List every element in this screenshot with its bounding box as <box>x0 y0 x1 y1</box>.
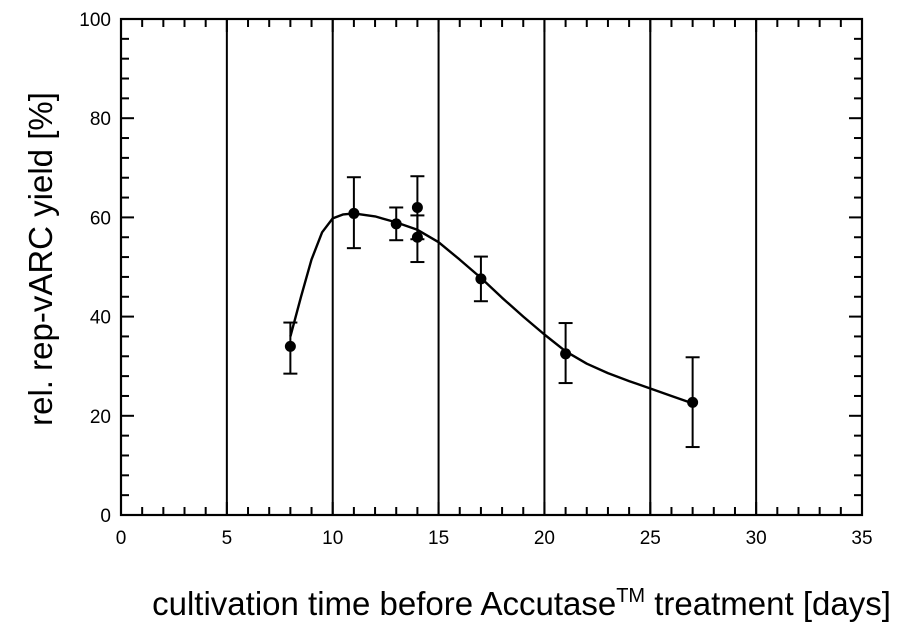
x-tick-label: 25 <box>640 528 661 549</box>
x-tick-label: 10 <box>322 528 343 549</box>
x-axis-title: cultivation time before AccutaseTM treat… <box>152 585 891 622</box>
axis-ticks <box>120 18 863 516</box>
x-tick-label: 0 <box>116 528 127 549</box>
y-tick-label: 100 <box>79 10 111 31</box>
error-bars <box>283 175 700 449</box>
x-axis-title-main: cultivation time before Accutase <box>152 585 616 622</box>
data-point <box>390 218 402 230</box>
data-point <box>348 207 360 219</box>
y-tick-label: 40 <box>90 308 111 329</box>
plot-frame <box>119 17 864 517</box>
fit-curve <box>289 212 693 405</box>
y-tick-label: 80 <box>90 109 111 130</box>
x-tick-label: 20 <box>534 528 555 549</box>
y-tick-label: 60 <box>90 208 111 229</box>
x-axis-title-superscript: TM <box>616 585 645 607</box>
fit-curve-layer <box>289 212 693 405</box>
data-point <box>284 340 296 352</box>
data-point <box>411 231 423 243</box>
x-axis-title-suffix: treatment [days] <box>645 585 891 622</box>
x-tick-label: 30 <box>746 528 767 549</box>
x-tick-label: 15 <box>428 528 449 549</box>
y-axis-title: rel. rep-vARC yield [%] <box>22 92 59 426</box>
x-tick-label: 35 <box>851 528 872 549</box>
tick-labels: 0 5 10 15 20 25 30 35 0 20 40 60 80 100 <box>79 10 872 549</box>
x-tick-label: 5 <box>222 528 233 549</box>
gridlines <box>225 19 758 515</box>
data-point <box>411 201 423 213</box>
data-point <box>475 273 487 285</box>
data-point <box>687 396 699 408</box>
y-tick-label: 20 <box>90 407 111 428</box>
data-points <box>284 201 699 408</box>
data-point <box>560 348 572 360</box>
y-tick-label: 0 <box>100 506 111 527</box>
